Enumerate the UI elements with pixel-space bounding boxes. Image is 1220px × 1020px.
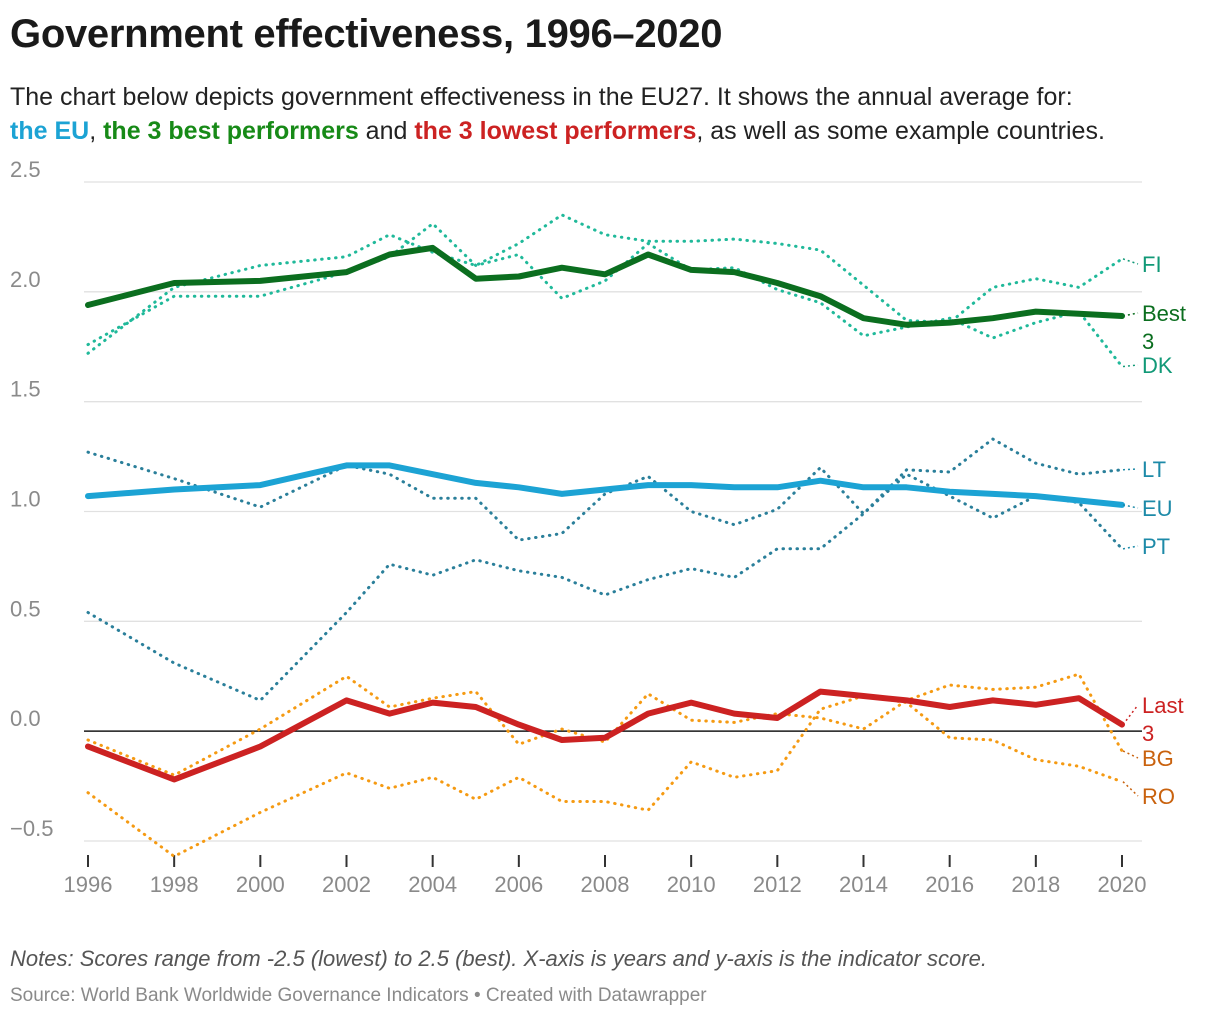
series-label-pt: PT — [1142, 534, 1170, 559]
x-tick-label: 2002 — [322, 872, 371, 897]
x-tick-label: 2004 — [408, 872, 457, 897]
highlight-lowest-performers: the 3 lowest performers — [414, 117, 697, 145]
intro-separator: and — [358, 117, 415, 145]
y-tick-label: −0.5 — [10, 816, 53, 841]
series-line-lt — [86, 437, 1124, 702]
y-tick-label: 0.0 — [10, 706, 41, 731]
chart-source: Source: World Bank Worldwide Governance … — [10, 985, 707, 1006]
series-label-ro: RO — [1142, 784, 1175, 809]
x-tick-label: 2010 — [667, 872, 716, 897]
series-line-fi — [86, 213, 1124, 355]
series-label-dk: DK — [1142, 353, 1173, 378]
connector-best-3 — [1122, 312, 1139, 317]
series-label-bg: BG — [1142, 746, 1174, 771]
intro-text: The chart below depicts government effec… — [10, 83, 1073, 111]
series-label-lt: LT — [1142, 457, 1166, 482]
y-tick-label: 0.5 — [10, 596, 41, 621]
x-tick-label: 1996 — [64, 872, 113, 897]
connector-dk — [1122, 364, 1139, 368]
connector-fi — [1122, 258, 1139, 265]
intro-separator: , — [89, 117, 104, 145]
connector-bg — [1122, 750, 1139, 759]
series-line-pt — [86, 450, 1124, 551]
x-tick-label: 2000 — [236, 872, 285, 897]
y-tick-label: 1.5 — [10, 377, 41, 402]
x-tick-label: 2008 — [581, 872, 630, 897]
series-line-eu — [85, 462, 1125, 508]
x-tick-label: 2018 — [1011, 872, 1060, 897]
series-line-bg — [86, 672, 1124, 777]
intro-text-end: , as well as some example countries. — [696, 117, 1105, 145]
highlight-eu: the EU — [10, 117, 90, 145]
chart-title: Government effectiveness, 1996–2020 — [10, 12, 723, 56]
highlight-best-performers: the 3 best performers — [103, 117, 359, 145]
connector-eu — [1122, 504, 1139, 509]
series-label-fi: FI — [1142, 252, 1162, 277]
series-line-last-3 — [85, 688, 1125, 783]
x-tick-label: 2006 — [494, 872, 543, 897]
series-label-last-3: Last 3 — [1142, 693, 1184, 746]
series-line-dk — [86, 222, 1124, 368]
connector-pt — [1122, 545, 1139, 550]
chart-description: The chart below depicts government effec… — [10, 80, 1210, 148]
chart-notes: Notes: Scores range from -2.5 (lowest) t… — [10, 946, 987, 971]
series-line-best-3 — [85, 244, 1125, 328]
y-tick-label: 1.0 — [10, 487, 41, 512]
x-tick-label: 2014 — [839, 872, 888, 897]
series-label-eu: EU — [1142, 496, 1173, 521]
connector-lt — [1122, 468, 1139, 471]
connector-last-3 — [1122, 704, 1139, 726]
series-label-best-3: Best 3 — [1142, 301, 1186, 354]
y-tick-label: 2.5 — [10, 160, 41, 182]
x-tick-label: 1998 — [150, 872, 199, 897]
x-tick-label: 2020 — [1098, 872, 1147, 897]
line-chart: 2.5 2.0 1.5 1.0 0.5 0.0 −0.5 1996 1998 2000 2002 20… — [10, 160, 1186, 897]
series-line-ro — [86, 694, 1124, 858]
x-tick-label: 2012 — [753, 872, 802, 897]
y-tick-label: 2.0 — [10, 267, 41, 292]
connector-ro — [1122, 781, 1139, 797]
x-tick-label: 2016 — [925, 872, 974, 897]
